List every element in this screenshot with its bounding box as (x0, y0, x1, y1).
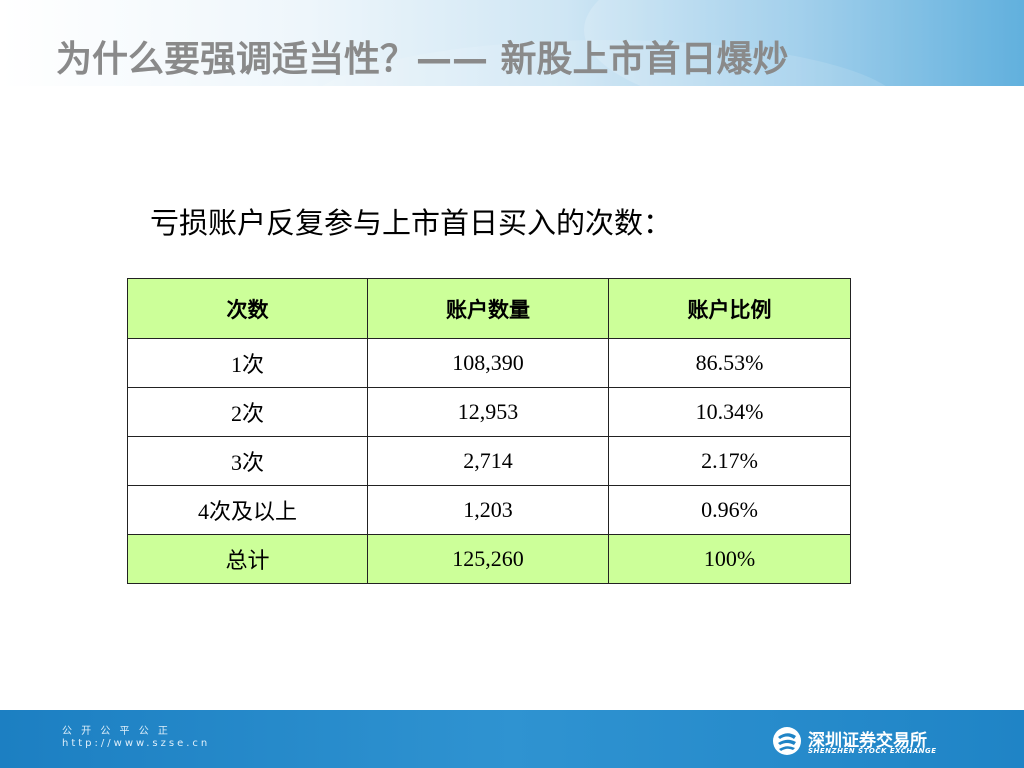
table-header-row: 次数 账户数量 账户比例 (127, 278, 851, 339)
header-cell-accounts: 账户数量 (367, 278, 609, 339)
slide-title: 为什么要强调适当性？—— 新股上市首日爆炒 (56, 39, 789, 80)
table-cell: 86.53% (608, 338, 851, 388)
data-table: 次数 账户数量 账户比例 1次 108,390 86.53% 2次 12,953… (127, 278, 851, 584)
table-row: 3次 2,714 2.17% (127, 436, 851, 486)
footer-motto: 公 开 公 平 公 正 (62, 726, 171, 737)
slide-footer: 公 开 公 平 公 正 http://www.szse.cn 深圳证券交易所 S… (0, 710, 1024, 768)
logo-chinese-name: 深圳证券交易所 (808, 731, 927, 751)
szse-logo-icon (773, 727, 801, 755)
table-caption: 亏损账户反复参与上市首日买入的次数： (150, 206, 673, 240)
table-cell: 4次及以上 (127, 485, 368, 535)
table-total-row: 总计 125,260 100% (127, 534, 851, 584)
table-cell: 10.34% (608, 387, 851, 437)
footer-url: http://www.szse.cn (62, 738, 211, 749)
table-cell: 2.17% (608, 436, 851, 486)
table-row: 4次及以上 1,203 0.96% (127, 485, 851, 535)
header-cell-count: 次数 (127, 278, 368, 339)
table-row: 2次 12,953 10.34% (127, 387, 851, 437)
table-cell: 108,390 (367, 338, 609, 388)
header-cell-ratio: 账户比例 (608, 278, 851, 339)
slide-header: 为什么要强调适当性？—— 新股上市首日爆炒 (0, 0, 1024, 86)
total-label-cell: 总计 (127, 534, 368, 584)
table-cell: 3次 (127, 436, 368, 486)
table-row: 1次 108,390 86.53% (127, 338, 851, 388)
logo-english-name: SHENZHEN STOCK EXCHANGE (808, 747, 937, 755)
table-cell: 2,714 (367, 436, 609, 486)
table-cell: 12,953 (367, 387, 609, 437)
table-cell: 1次 (127, 338, 368, 388)
szse-logo: 深圳证券交易所 SHENZHEN STOCK EXCHANGE (772, 726, 942, 760)
header-decoration (584, 0, 1024, 86)
table-cell: 0.96% (608, 485, 851, 535)
table-cell: 1,203 (367, 485, 609, 535)
total-ratio-cell: 100% (608, 534, 851, 584)
total-accounts-cell: 125,260 (367, 534, 609, 584)
table-cell: 2次 (127, 387, 368, 437)
